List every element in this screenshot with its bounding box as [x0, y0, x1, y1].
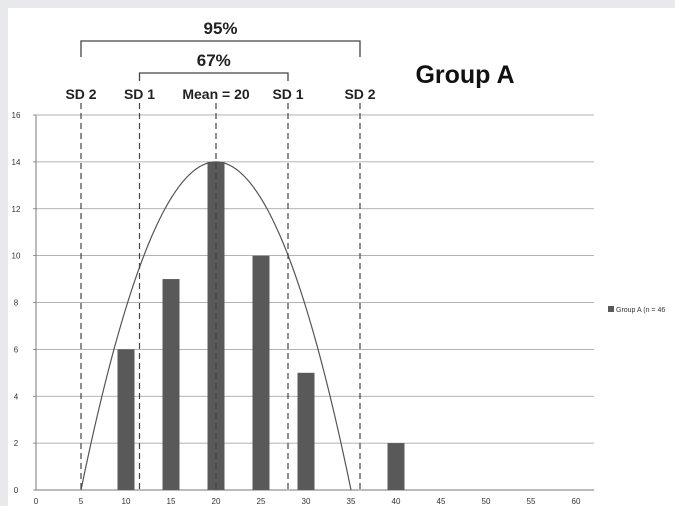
x-tick-label: 25 [257, 497, 266, 506]
sd-label: SD 1 [124, 86, 155, 102]
legend: Group A (n = 46 [608, 306, 665, 314]
sd-label: Mean = 20 [182, 86, 250, 102]
x-tick-label: 15 [167, 497, 176, 506]
y-tick-label: 8 [14, 299, 19, 308]
reference-lines: SD 2 SD 1 Mean = 20 SD 1 SD 2 [65, 86, 376, 490]
y-tick-label: 0 [14, 486, 19, 495]
x-tick-label: 0 [34, 497, 39, 506]
x-tick-label: 50 [482, 497, 491, 506]
x-tick-label: 55 [527, 497, 536, 506]
bar [252, 255, 270, 490]
sd-label: SD 2 [344, 86, 375, 102]
y-tick-label: 14 [12, 158, 21, 167]
bracket [80, 40, 361, 57]
y-tick-label: 12 [12, 205, 21, 214]
sd-label: SD 2 [65, 86, 96, 102]
bracket-label: 95% [203, 19, 237, 38]
bar [387, 443, 405, 490]
bar [162, 279, 180, 490]
chart-title: Group A [415, 61, 514, 89]
y-tick-label: 2 [14, 439, 19, 448]
legend-swatch [608, 306, 614, 312]
x-tick-label: 45 [437, 497, 446, 506]
x-tick-label: 35 [347, 497, 356, 506]
bar [117, 349, 135, 490]
normal-curve [80, 161, 352, 491]
x-tick-label: 10 [122, 497, 131, 506]
x-tick-label: 40 [392, 497, 401, 506]
bar [297, 372, 315, 490]
x-tick-label: 60 [572, 497, 581, 506]
x-tick-label: 20 [212, 497, 221, 506]
bracket-label: 67% [197, 51, 231, 70]
legend-label: Group A (n = 46 [616, 307, 665, 314]
sd-label: SD 1 [272, 86, 303, 102]
brackets: 95% 67% [80, 19, 361, 81]
x-tick-label: 5 [79, 497, 84, 506]
y-tick-label: 4 [14, 392, 19, 401]
y-tick-label: 6 [14, 345, 19, 354]
bars [117, 161, 405, 490]
y-tick-label: 10 [12, 252, 21, 261]
x-tick-label: 30 [302, 497, 311, 506]
bracket [138, 72, 289, 81]
y-tick-label: 16 [12, 111, 21, 120]
curve-line [80, 161, 352, 491]
